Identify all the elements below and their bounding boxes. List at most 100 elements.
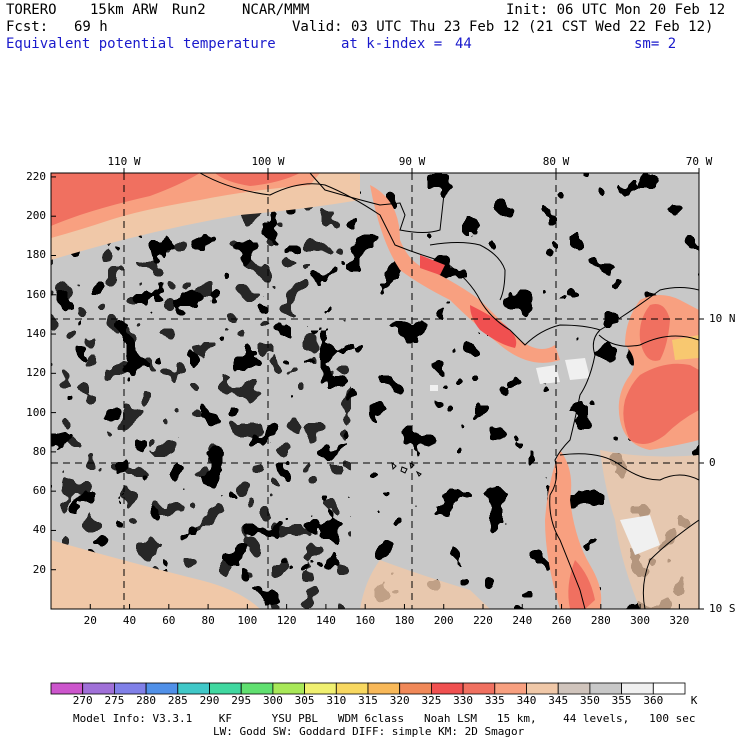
valid-time: Valid: 03 UTC Thu 23 Feb 12 (21 CST Wed … xyxy=(292,19,714,35)
x-tick-label: 40 xyxy=(122,614,137,627)
colorbar-label: 315 xyxy=(358,694,378,707)
latlon-grid xyxy=(51,173,699,609)
colorbar-swatch xyxy=(209,682,242,695)
level-label: at k-index = xyxy=(341,36,443,52)
field-white-spot3 xyxy=(430,385,438,391)
colorbar-label: 325 xyxy=(421,694,442,707)
org-label: NCAR/MMM xyxy=(242,2,310,18)
coastlines xyxy=(199,173,699,609)
colorbar-swatch xyxy=(399,682,432,695)
field-colombia-red2 xyxy=(623,363,699,444)
field-mottle-west xyxy=(51,173,351,609)
field-sw-peach xyxy=(51,540,260,609)
x-tick-label: 80 xyxy=(201,614,215,627)
y-tick-label: 40 xyxy=(32,523,46,537)
colorbar-swatch xyxy=(526,682,559,695)
field-peru-red xyxy=(568,560,595,609)
colorbar-label: 275 xyxy=(104,694,125,707)
colorbar-swatch xyxy=(557,682,591,695)
colorbar-label: 320 xyxy=(389,694,410,707)
colorbar-label: 290 xyxy=(199,694,220,707)
x-tick-label: 320 xyxy=(669,614,690,627)
colorbar-label: 350 xyxy=(579,694,600,707)
lon-label: 110 W xyxy=(107,155,141,168)
colorbar-swatch xyxy=(494,682,527,695)
colorbar xyxy=(50,682,686,695)
x-tick-label: 200 xyxy=(433,614,454,627)
y-tick-label: 80 xyxy=(32,444,46,458)
colorbar-swatch xyxy=(621,682,654,695)
field-sa-white xyxy=(620,515,660,555)
init-time: Init: 06 UTC Mon 20 Feb 12 xyxy=(506,2,726,18)
colorbar-swatch xyxy=(272,682,305,695)
model-info: Model Info: V3.3.1 KF YSU PBL WDM 6class… xyxy=(73,712,696,725)
lon-label: 70 W xyxy=(685,155,713,168)
x-tick-label: 220 xyxy=(473,614,493,627)
colorbar-label: 345 xyxy=(548,694,569,707)
y-tick-label: 100 xyxy=(26,405,46,419)
y-tick-label: 200 xyxy=(26,209,46,223)
y-tick-label: 120 xyxy=(26,366,46,380)
lat-label: 10 N xyxy=(709,312,736,325)
lat-label: 10 S xyxy=(709,602,736,615)
axis-ticks xyxy=(51,168,704,610)
model-name: TORERO xyxy=(6,2,57,18)
colorbar-label: 355 xyxy=(611,694,632,707)
colorbar-label: 310 xyxy=(326,694,347,707)
colorbar-unit: K xyxy=(690,694,698,707)
level-value: 44 xyxy=(455,36,472,52)
field-colombia-yellow xyxy=(672,335,699,360)
colorbar-swatch xyxy=(145,682,179,695)
y-tick-label: 60 xyxy=(32,484,46,498)
x-tick-label: 120 xyxy=(276,614,297,627)
run-label: Run2 xyxy=(172,2,206,18)
x-tick-label: 60 xyxy=(162,614,176,627)
y-tick-label: 220 xyxy=(26,169,46,183)
x-tick-label: 300 xyxy=(630,614,651,627)
y-tick-label: 180 xyxy=(26,248,46,262)
galapagos-islands xyxy=(391,461,422,477)
colorbar-label: 285 xyxy=(167,694,188,707)
colorbar-swatch xyxy=(240,682,274,695)
colorbar-swatch xyxy=(589,682,623,695)
x-tick-label: 280 xyxy=(590,614,611,627)
x-tick-label: 140 xyxy=(315,614,336,627)
y-tick-label: 140 xyxy=(26,327,46,341)
colorbar-swatch xyxy=(367,682,401,695)
resolution: 15km ARW xyxy=(90,2,158,18)
lat-label: 0 xyxy=(709,456,716,469)
colorbar-swatch xyxy=(462,682,496,695)
coastline-caribbean xyxy=(429,242,506,301)
coastline-sa-west xyxy=(549,329,601,609)
field-colombia-red1 xyxy=(639,304,670,361)
lon-label: 100 W xyxy=(251,155,285,168)
field-peru-salmon xyxy=(545,450,602,609)
colorbar-label: 360 xyxy=(643,694,664,707)
x-tick-label: 260 xyxy=(551,614,572,627)
border-peru-brazil xyxy=(642,519,699,609)
y-tick-label: 20 xyxy=(32,562,46,576)
colorbar-swatch xyxy=(430,682,464,695)
colorbar-label: 295 xyxy=(231,694,252,707)
field-n-red xyxy=(215,173,300,186)
x-tick-label: 100 xyxy=(237,614,258,627)
field-costarica-red xyxy=(470,305,517,348)
colorbar-label: 335 xyxy=(484,694,505,707)
colorbar-swatch xyxy=(335,682,369,695)
lon-label: 80 W xyxy=(542,155,570,168)
x-tick-label: 240 xyxy=(512,614,533,627)
colorbar-label: 340 xyxy=(516,694,537,707)
field-white-spot1 xyxy=(536,365,560,384)
coastline-pacific-ca xyxy=(199,173,699,346)
field-ca-red2 xyxy=(420,255,445,275)
colorbar-swatch xyxy=(50,682,84,695)
field-name: Equivalent potential temperature xyxy=(6,36,276,52)
colorbar-swatch xyxy=(652,682,686,695)
x-tick-label: 20 xyxy=(83,614,97,627)
model-physics: LW: Godd SW: Goddard DIFF: simple KM: 2D… xyxy=(213,725,525,738)
colorbar-swatch xyxy=(304,682,337,695)
field-s-peach xyxy=(360,560,490,609)
border-colombia-venezuela xyxy=(598,334,699,347)
field-white-spot2 xyxy=(565,358,590,380)
